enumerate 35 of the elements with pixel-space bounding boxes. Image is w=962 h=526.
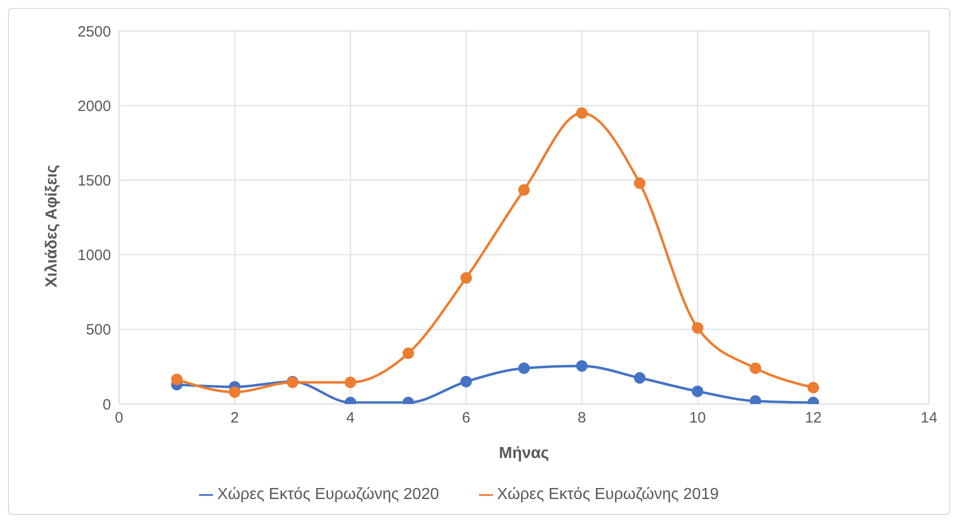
legend-label: Χώρες Εκτός Ευρωζώνης 2020	[217, 486, 439, 503]
point	[518, 184, 530, 196]
x-tick-label: 8	[578, 410, 586, 427]
point	[460, 376, 472, 388]
point	[518, 362, 530, 374]
x-axis-title: Μήνας	[498, 445, 550, 462]
point	[750, 395, 762, 404]
x-tick-label: 10	[689, 410, 706, 427]
x-tick-label: 14	[920, 410, 938, 427]
point	[344, 376, 356, 388]
y-tick-label: 1500	[78, 172, 111, 190]
point	[228, 386, 240, 398]
y-tick-label: 0	[102, 396, 111, 414]
x-tick-label: 2	[230, 410, 239, 427]
point	[576, 107, 588, 119]
point	[692, 386, 704, 398]
point	[750, 362, 762, 374]
x-tick-label: 4	[346, 410, 355, 427]
point	[692, 322, 704, 334]
x-tick-label: 12	[804, 410, 822, 427]
point	[808, 382, 820, 394]
y-tick-label: 2000	[78, 98, 111, 115]
point	[634, 372, 646, 384]
x-tick-label: 0	[114, 410, 124, 427]
point	[576, 360, 588, 372]
y-tick-label: 1000	[78, 247, 111, 264]
y-axis-title: Χιλιάδες Αφίξεις	[44, 164, 61, 288]
x-tick-label: 6	[462, 410, 470, 427]
y-tick-label: 2500	[78, 23, 111, 40]
point	[460, 272, 472, 284]
point	[634, 177, 646, 189]
point	[402, 348, 414, 360]
y-tick-label: 500	[86, 322, 111, 339]
legend-label: Χώρες Εκτός Ευρωζώνης 2019	[497, 486, 719, 503]
point	[171, 374, 183, 386]
